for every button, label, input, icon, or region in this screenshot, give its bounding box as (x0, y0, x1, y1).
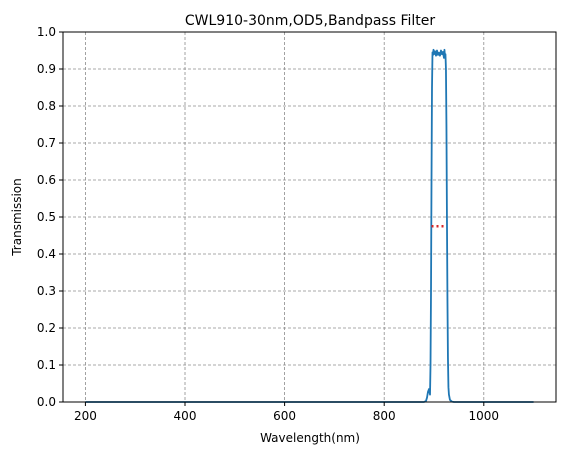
y-tick-label: 0.4 (37, 247, 56, 261)
x-tick-label: 1000 (469, 409, 500, 423)
y-tick-label: 0.1 (37, 358, 56, 372)
x-axis: 200 400 600 800 1000 (74, 402, 499, 423)
x-tick-label: 400 (174, 409, 197, 423)
chart-title: CWL910-30nm,OD5,Bandpass Filter (185, 13, 435, 29)
series-layer (85, 48, 534, 403)
y-tick-label: 0.6 (37, 173, 56, 187)
y-axis: 0.0 0.1 0.2 0.3 0.4 0.5 0.6 0.7 0.8 0.9 1.0 (37, 25, 63, 409)
x-tick-label: 200 (74, 409, 97, 423)
y-tick-label: 0.7 (37, 136, 56, 150)
x-tick-label: 600 (273, 409, 296, 423)
x-tick-label: 800 (373, 409, 396, 423)
grid-layer (63, 31, 556, 403)
y-tick-label: 1.0 (37, 25, 56, 39)
y-tick-label: 0.8 (37, 99, 56, 113)
y-axis-label: Transmission (10, 178, 24, 257)
y-tick-label: 0.3 (37, 284, 56, 298)
y-tick-label: 0.0 (37, 395, 56, 409)
y-tick-label: 0.9 (37, 62, 56, 76)
transmission-series-line (85, 48, 534, 403)
y-tick-label: 0.2 (37, 321, 56, 335)
y-tick-label: 0.5 (37, 210, 56, 224)
x-axis-label: Wavelength(nm) (260, 431, 360, 445)
